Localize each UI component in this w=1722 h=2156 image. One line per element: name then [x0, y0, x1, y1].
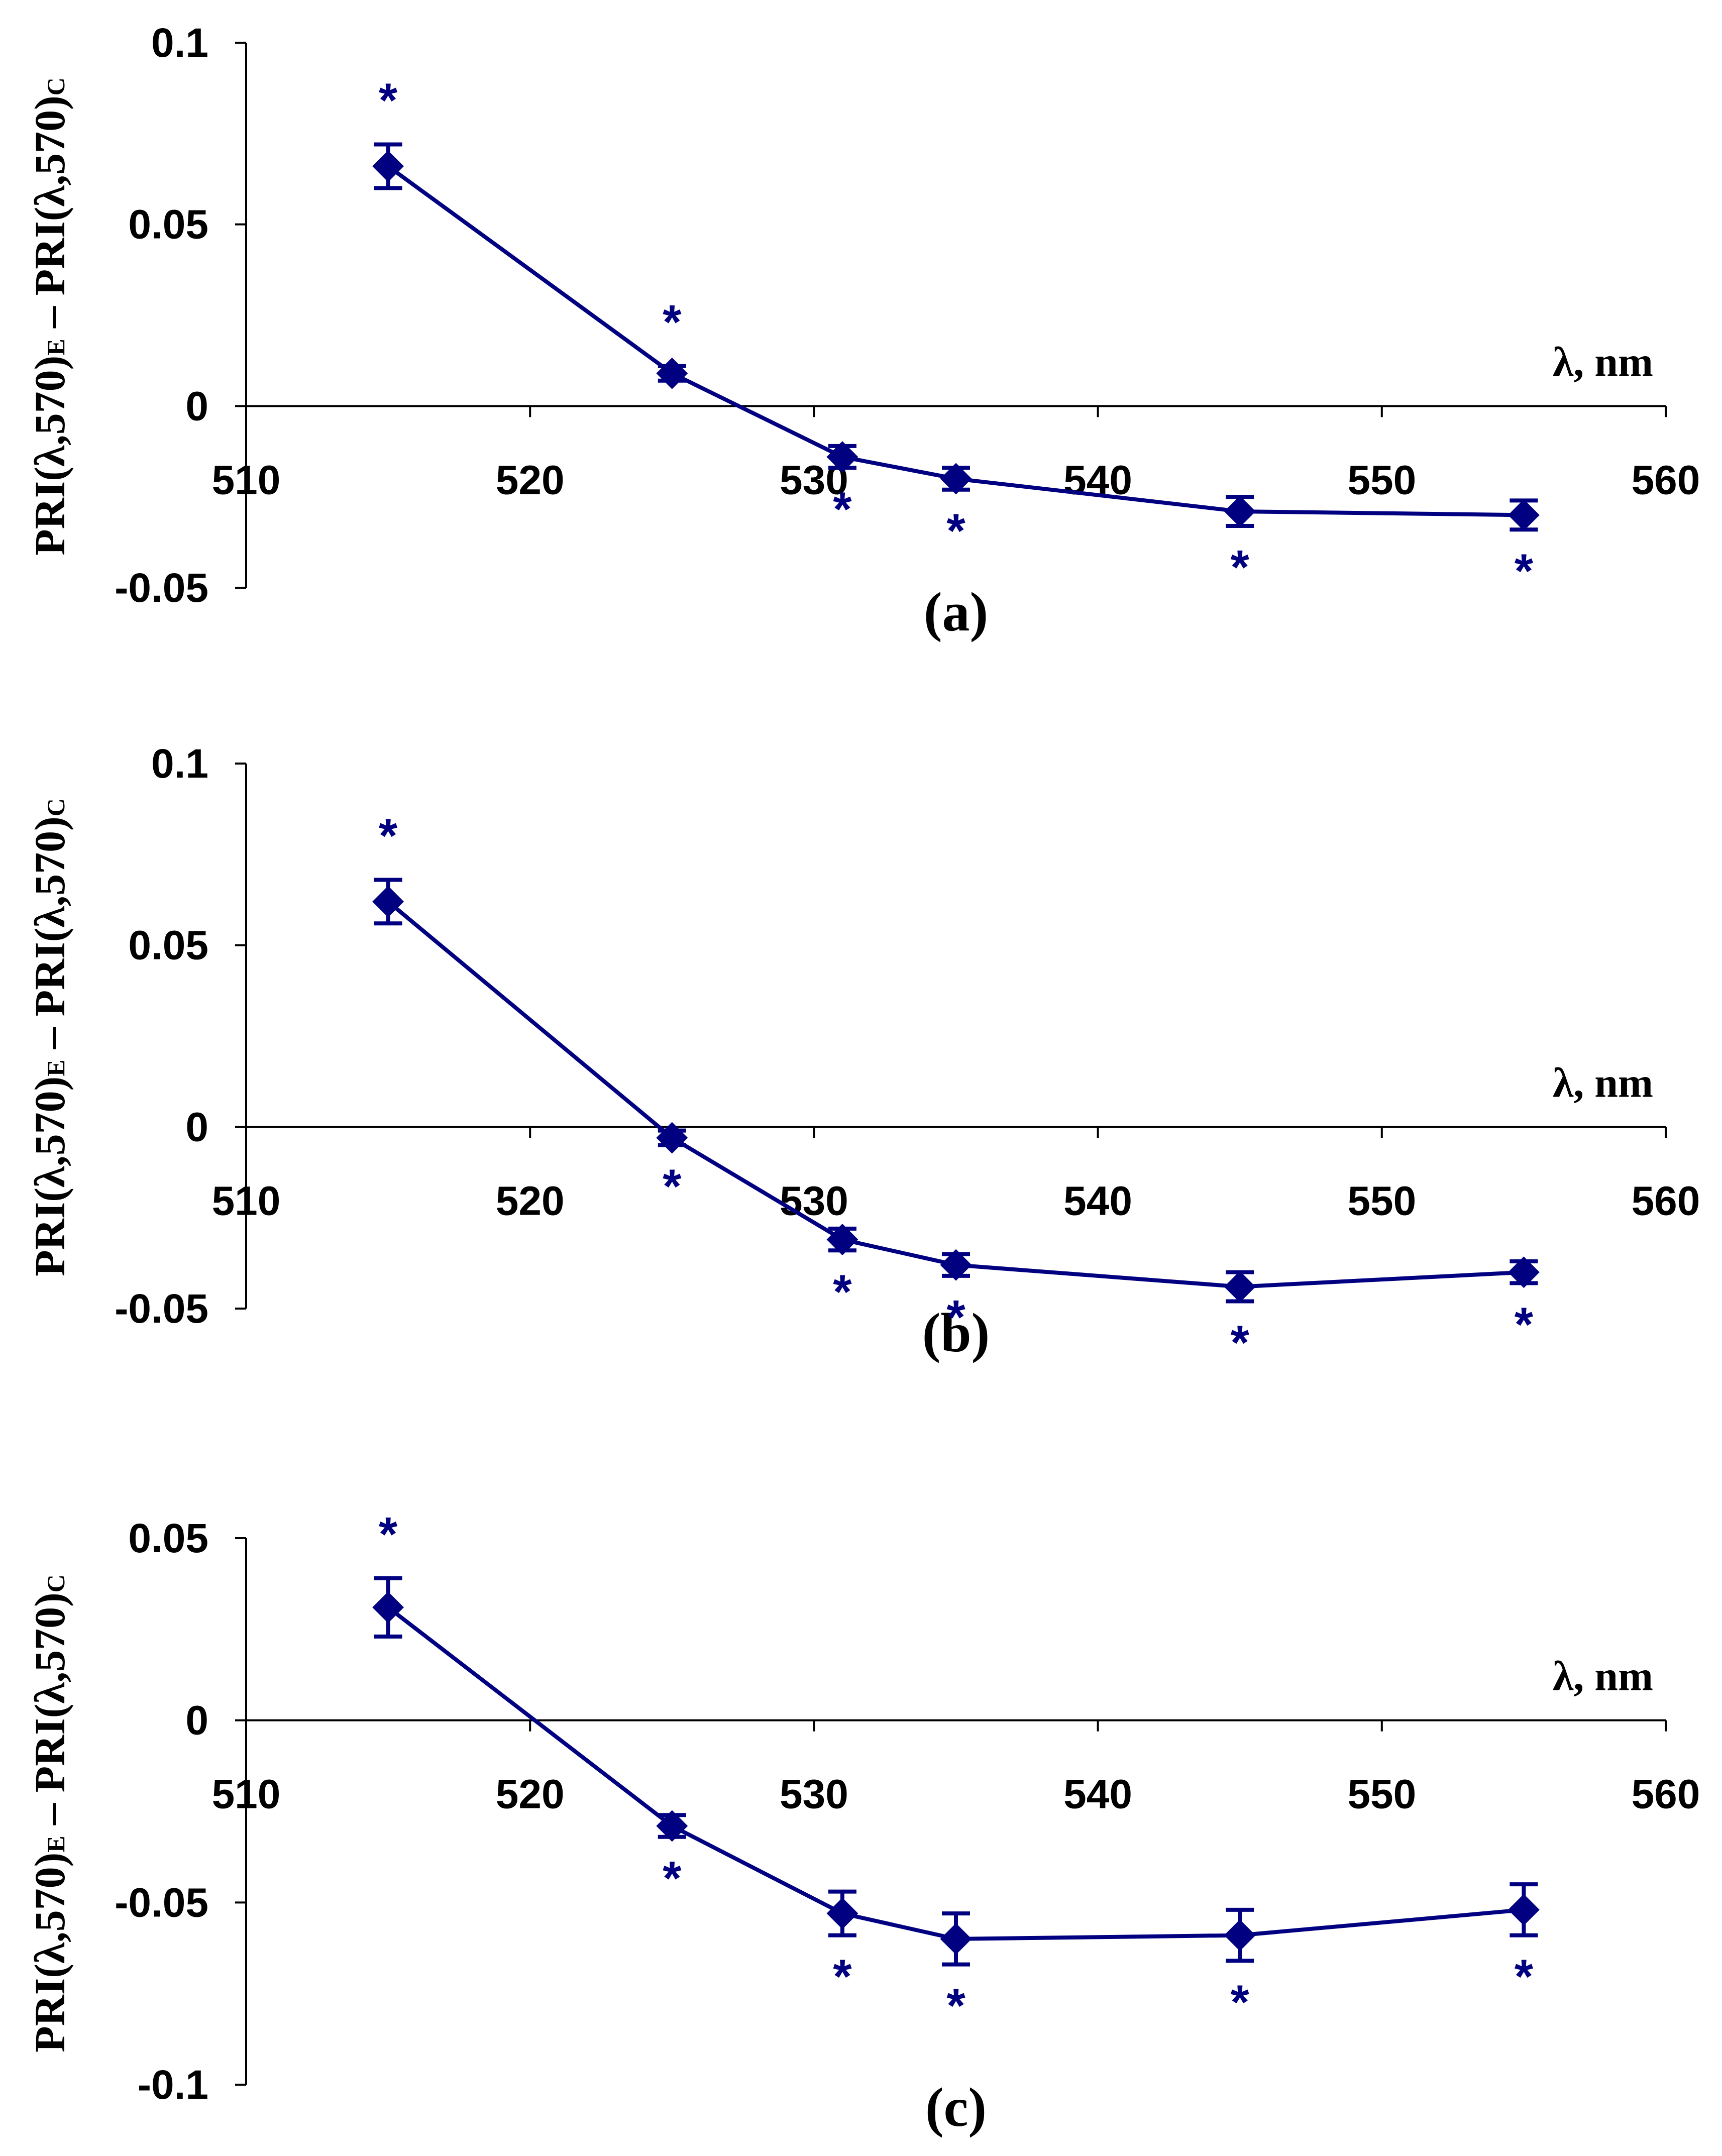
x-tick-label: 520 — [496, 457, 565, 503]
significance-marker: * — [833, 482, 852, 536]
x-tick-label: 560 — [1632, 1772, 1700, 1817]
significance-marker: * — [833, 1950, 852, 2004]
y-tick-label: 0.05 — [128, 923, 208, 968]
y-axis-label-subscript: E — [42, 1836, 70, 1852]
data-point — [656, 1810, 688, 1842]
data-point — [826, 441, 858, 473]
significance-marker: * — [663, 1852, 682, 1905]
y-axis-label-subscript: C — [42, 1574, 70, 1592]
data-point — [940, 463, 972, 495]
y-axis-label-part: PRI(λ,570) — [26, 1592, 74, 1792]
y-tick-label: 0.1 — [151, 741, 208, 787]
y-tick-label: -0.05 — [115, 1286, 208, 1332]
panel-label: (a) — [924, 581, 988, 642]
data-point — [1508, 1894, 1540, 1926]
significance-marker: * — [833, 1265, 852, 1319]
x-tick-label: 520 — [496, 1772, 565, 1817]
y-axis-label-part: PRI(λ,570) — [26, 356, 74, 556]
x-tick-label: 550 — [1347, 1772, 1416, 1817]
x-axis-label: λ, nm — [1553, 1059, 1653, 1106]
significance-marker: * — [379, 809, 398, 863]
y-axis-label-part: PRI(λ,570) — [26, 1076, 74, 1276]
x-tick-label: 510 — [212, 1178, 281, 1224]
y-axis-label-part: PRI(λ,570) — [26, 816, 74, 1016]
significance-marker: * — [663, 295, 682, 349]
y-tick-label: -0.1 — [138, 2062, 208, 2108]
panel-label: (b) — [922, 1302, 990, 1363]
data-point — [656, 357, 688, 389]
x-tick-label: 550 — [1347, 457, 1416, 503]
significance-marker: * — [1231, 1975, 1250, 2029]
chart-panel-2: -0.05 0 0.05 0.1 510 520 530 540 550 560 λ, nm PRI(… — [26, 741, 1700, 1370]
y-axis-label-subscript: E — [42, 1059, 70, 1076]
y-tick-label: 0.05 — [128, 1516, 208, 1561]
x-axis-label: λ, nm — [1553, 1653, 1653, 1700]
data-point — [940, 1249, 972, 1281]
data-point — [826, 1897, 858, 1929]
data-point — [826, 1224, 858, 1255]
x-tick-label: 530 — [780, 1772, 848, 1817]
data-point — [372, 1591, 404, 1624]
series-line — [387, 1605, 1524, 1941]
x-axis-label: λ, nm — [1553, 339, 1653, 385]
y-axis-label-subscript: C — [42, 798, 70, 816]
significance-marker: * — [379, 74, 398, 128]
x-tick-label: 530 — [780, 1178, 848, 1224]
data-point — [1224, 495, 1256, 527]
y-tick-label: 0 — [185, 1698, 208, 1744]
data-point — [940, 1923, 972, 1955]
series-line — [387, 164, 1524, 517]
y-tick-label: -0.05 — [115, 1880, 208, 1925]
y-axis-label-part: PRI(λ,570) — [26, 1853, 74, 2053]
x-tick-label: 540 — [1063, 1772, 1132, 1817]
x-tick-label: 510 — [212, 1772, 281, 1817]
x-tick-label: 510 — [212, 457, 281, 503]
y-axis-label-part: – — [26, 295, 74, 339]
y-tick-label: 0 — [185, 383, 208, 429]
y-axis-label-subscript: E — [42, 339, 70, 355]
data-point — [372, 150, 404, 182]
data-point — [1224, 1271, 1256, 1303]
significance-marker: * — [1515, 1298, 1534, 1351]
y-axis-label: PRI(λ,570)E – PRI(λ,570)C — [26, 77, 74, 556]
significance-marker: * — [379, 1507, 398, 1561]
x-tick-label: 540 — [1063, 1178, 1132, 1224]
y-axis-label: PRI(λ,570)E – PRI(λ,570)C — [26, 1574, 74, 2053]
series-line — [387, 900, 1524, 1289]
x-tick-label: 520 — [496, 1178, 565, 1224]
panel-label: (c) — [925, 2077, 987, 2138]
y-axis-label-part: PRI(λ,570) — [26, 95, 74, 295]
y-tick-label: 0 — [185, 1104, 208, 1150]
significance-marker: * — [1515, 1950, 1534, 2004]
y-tick-label: -0.05 — [115, 565, 208, 611]
y-axis-label-part: – — [26, 1016, 74, 1059]
x-tick-label: 560 — [1632, 457, 1700, 503]
significance-marker: * — [946, 1290, 965, 1344]
y-tick-label: 0.1 — [151, 20, 208, 66]
data-point — [1508, 499, 1540, 531]
y-axis-label-subscript: C — [42, 77, 70, 95]
x-tick-label: 550 — [1347, 1178, 1416, 1224]
y-tick-label: 0.05 — [128, 202, 208, 248]
significance-marker: * — [663, 1160, 682, 1214]
data-point — [372, 886, 404, 918]
significance-marker: * — [1231, 541, 1250, 594]
x-tick-label: 560 — [1632, 1178, 1700, 1224]
y-axis-label: PRI(λ,570)E – PRI(λ,570)C — [26, 798, 74, 1276]
significance-marker: * — [1231, 1316, 1250, 1370]
data-point — [1224, 1919, 1256, 1952]
data-point — [1508, 1256, 1540, 1288]
y-axis-label-part: – — [26, 1792, 74, 1836]
data-point — [656, 1122, 688, 1154]
chart-panel-3: -0.1 -0.05 0 0.05 510 520 530 540 550 560 λ, nm PRI… — [26, 1507, 1700, 2138]
significance-marker: * — [946, 1979, 965, 2033]
significance-marker: * — [946, 504, 965, 558]
significance-marker: * — [1515, 544, 1534, 598]
